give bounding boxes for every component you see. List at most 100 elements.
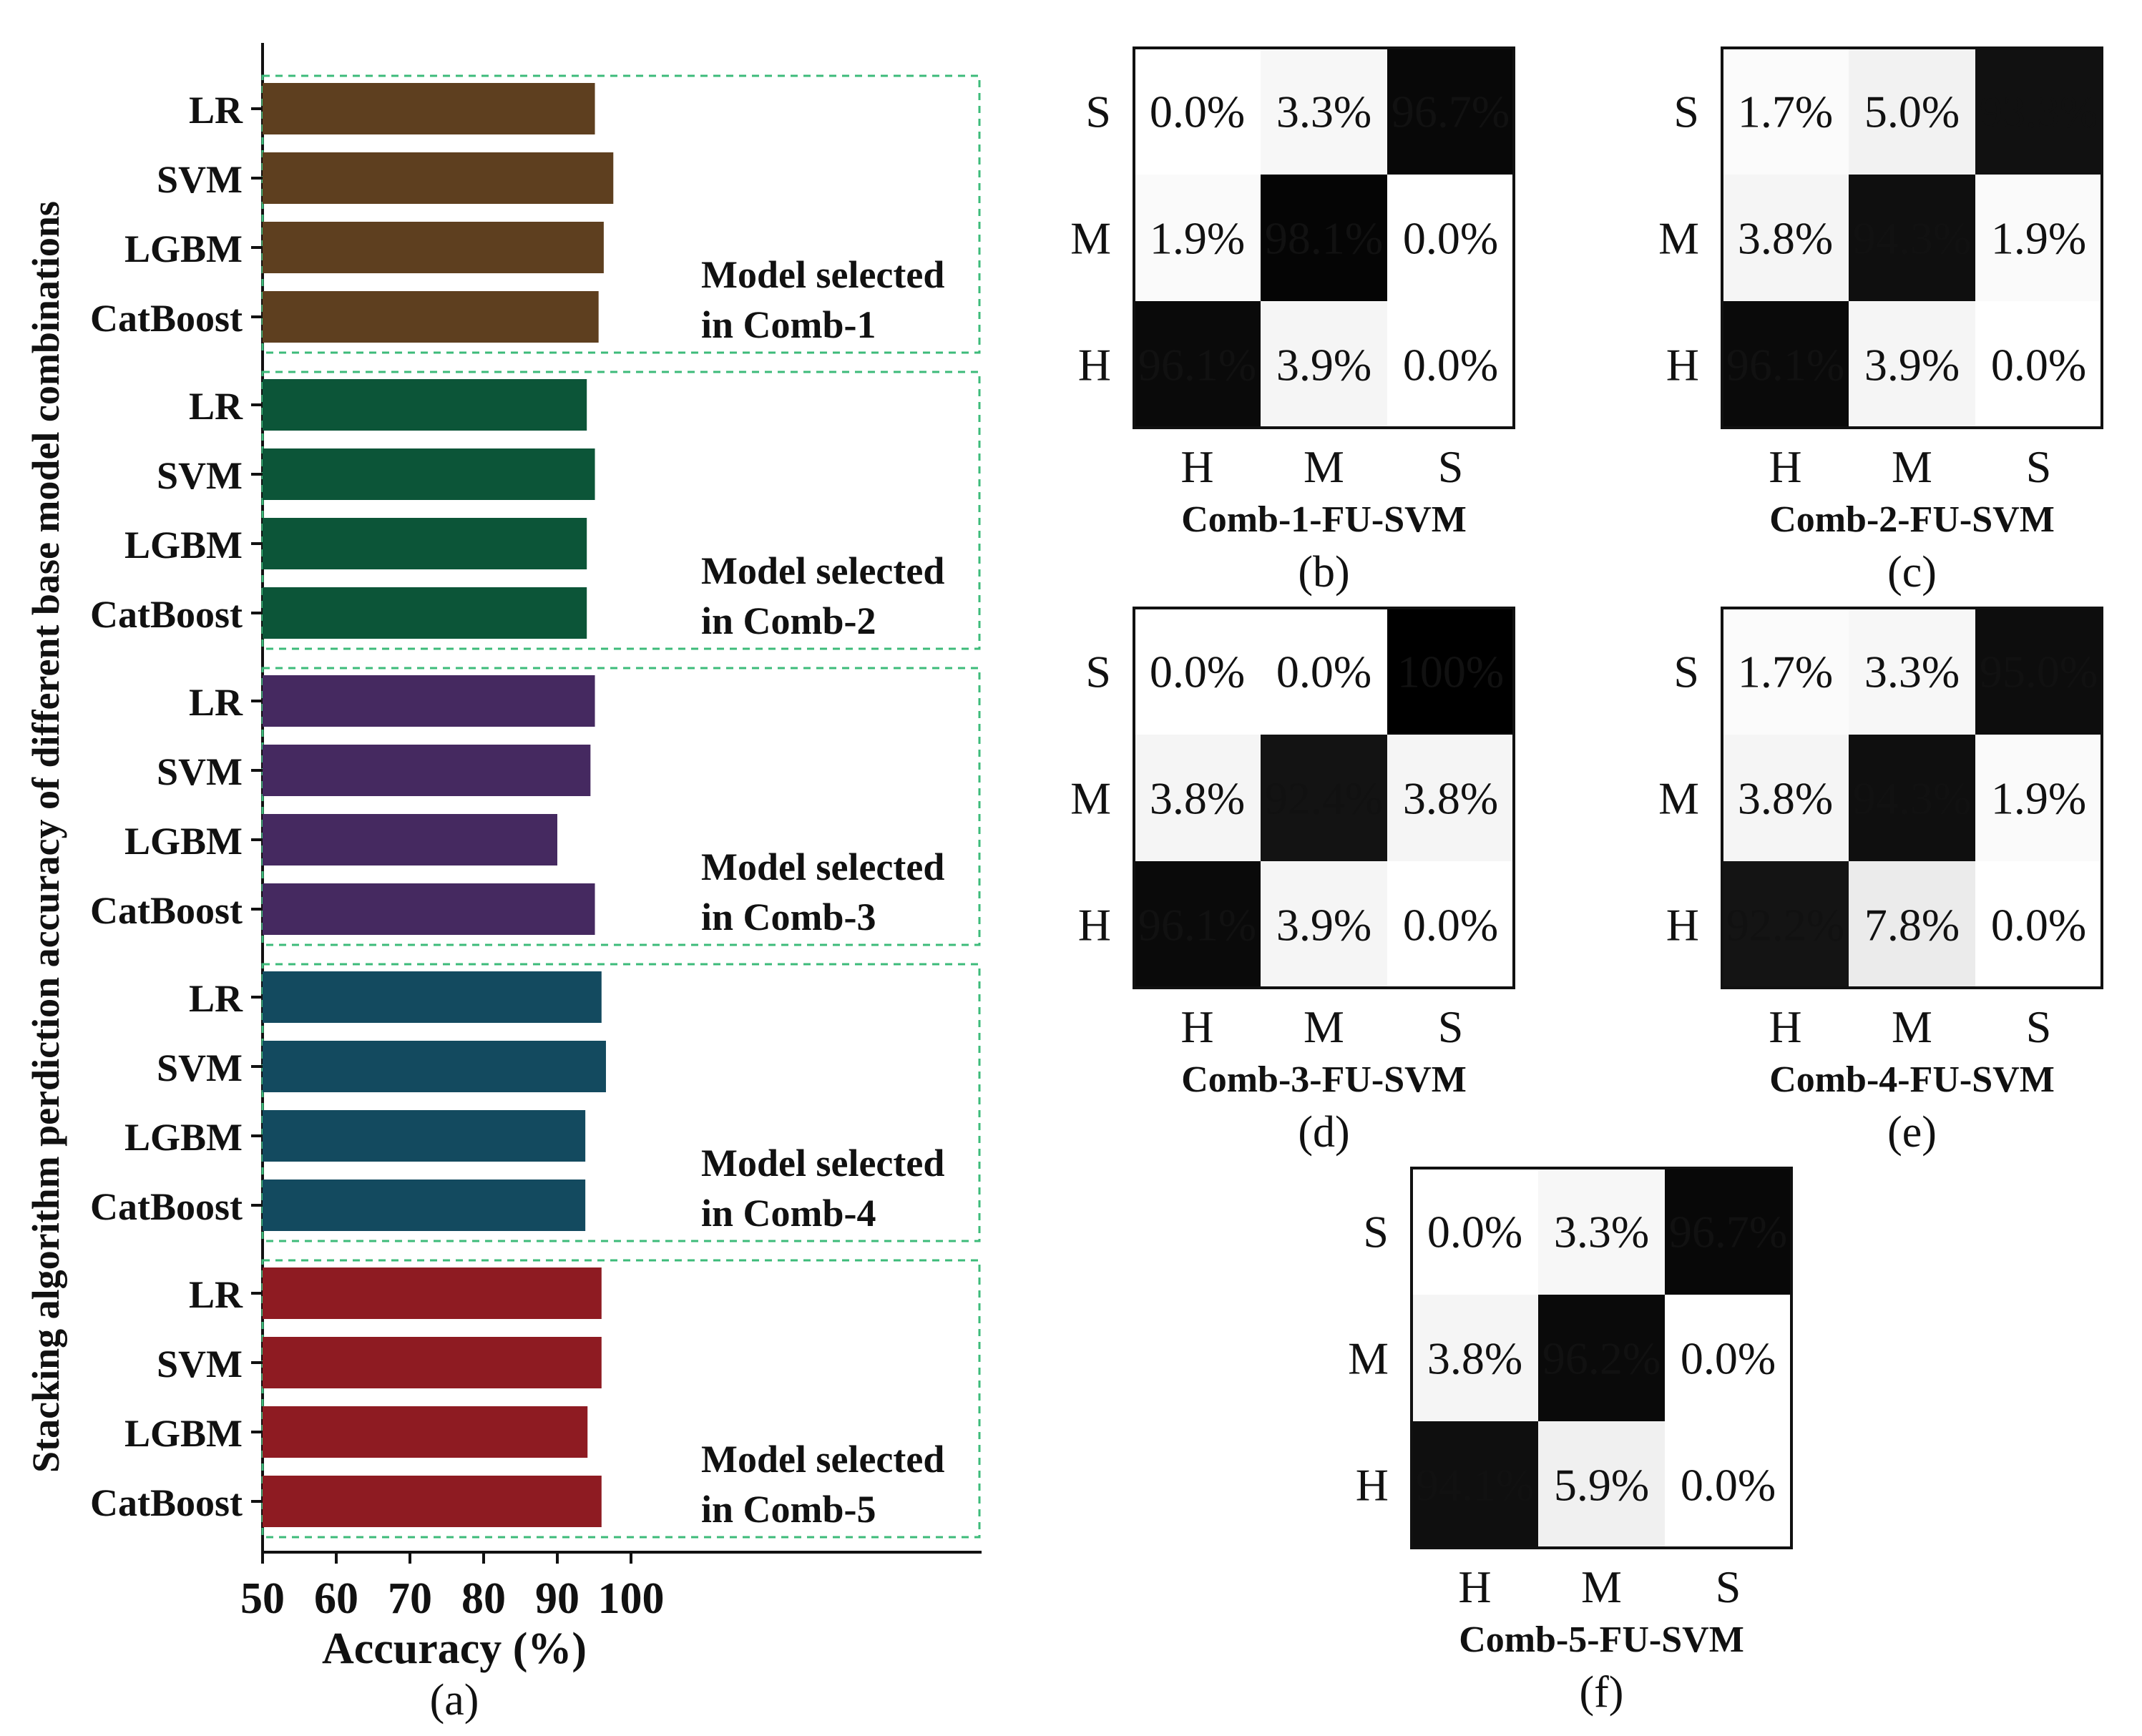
y-tick-label: SVM — [157, 454, 243, 497]
heatmap-title: Comb-1-FU-SVM — [1181, 499, 1467, 540]
heatmap-col-label: H — [1769, 1001, 1801, 1052]
heatmap-cell-label: 3.9% — [1276, 900, 1371, 951]
bar — [263, 814, 557, 865]
heatmap-cell-label: 0.0% — [1403, 900, 1498, 951]
bar — [263, 883, 595, 935]
y-tick-label: LR — [189, 89, 243, 132]
heatmap-cell-label: 0.0% — [1681, 1333, 1776, 1384]
heatmap-cell-label: 0.0% — [1427, 1207, 1522, 1257]
heatmap-cell-label: 0.0% — [1991, 340, 2086, 391]
heatmap-cell — [1261, 301, 1387, 428]
y-tick-label: SVM — [157, 1343, 243, 1386]
heatmap-cell-label: 3.3% — [1554, 1207, 1649, 1257]
group-label: in Comb-1 — [701, 303, 876, 346]
group-box — [261, 1259, 981, 1539]
heatmap-cell — [1849, 175, 1975, 301]
y-tick-label: CatBoost — [90, 889, 243, 932]
heatmap-cell-label: 3.8% — [1427, 1333, 1522, 1384]
heatmap-row-label: H — [1078, 340, 1111, 391]
bar — [263, 745, 591, 796]
y-axis-label: Stacking algorithm perdiction accuracy o… — [24, 201, 67, 1473]
heatmap-cell — [1387, 608, 1514, 735]
heatmap-cell — [1412, 1295, 1538, 1421]
bar — [263, 222, 604, 273]
heatmap-cell-label: 3.9% — [1276, 340, 1371, 391]
heatmap-cell — [1975, 608, 2102, 735]
heatmap-cell — [1849, 301, 1975, 428]
heatmap-col-label: S — [2026, 441, 2052, 492]
heatmap-cell-label: 0.0% — [1403, 213, 1498, 264]
heatmap-cell-label: 3.8% — [1738, 213, 1833, 264]
heatmap-cell-label: 1.9% — [1991, 773, 2086, 824]
heatmap-cell-label: 5.0% — [1864, 87, 1960, 137]
group-label: in Comb-5 — [701, 1488, 876, 1531]
heatmap-cell — [1261, 48, 1387, 175]
heatmap-col-label: S — [1438, 1001, 1464, 1052]
heatmap-title: Comb-5-FU-SVM — [1459, 1619, 1744, 1660]
heatmap-cell — [1387, 301, 1514, 428]
heatmap-cell-label: 1.9% — [1991, 213, 2086, 264]
heatmap-cell-label: 95.0% — [1980, 647, 2098, 697]
heatmap-col-label: M — [1892, 441, 1932, 492]
heatmap-cell-label: 96.1% — [1726, 340, 1844, 391]
heatmap-cell-label: 96.7% — [1669, 1207, 1787, 1257]
heatmap-cell-label: 96.7% — [1392, 87, 1510, 137]
heatmap-frame — [1410, 1167, 1793, 1549]
bar — [263, 518, 587, 569]
heatmap-cell — [1261, 735, 1387, 861]
bar — [263, 83, 595, 134]
y-tick-label: CatBoost — [90, 1481, 243, 1524]
heatmap-frame — [1133, 46, 1515, 429]
heatmap-cell — [1975, 301, 2102, 428]
heatmap-cell-label: 96.2% — [1542, 1333, 1661, 1384]
bar — [263, 1267, 602, 1319]
heatmap-cell-label: 0.0% — [1150, 87, 1245, 137]
heatmap-cell — [1412, 1168, 1538, 1295]
y-tick-label: LGBM — [124, 820, 243, 863]
heatmap-cell — [1261, 175, 1387, 301]
heatmap-cell — [1538, 1168, 1665, 1295]
x-tick-label: 80 — [461, 1574, 506, 1623]
heatmap-frame — [1133, 607, 1515, 989]
heatmap-row-label: H — [1356, 1460, 1389, 1511]
heatmap-row-label: M — [1070, 213, 1111, 264]
heatmap-row-label: S — [1085, 647, 1111, 697]
heatmap-cell — [1849, 861, 1975, 988]
group-box — [261, 667, 981, 946]
heatmap-cell — [1538, 1421, 1665, 1548]
heatmap-col-label: S — [1438, 441, 1464, 492]
heatmap-cell — [1134, 861, 1261, 988]
heatmap-cell — [1665, 1295, 1791, 1421]
y-tick-label: LGBM — [124, 227, 243, 270]
y-tick-label: LR — [189, 977, 243, 1020]
heatmap-cell — [1387, 175, 1514, 301]
heatmap-col-label: H — [1458, 1561, 1491, 1612]
group-box — [261, 74, 981, 354]
heatmap-frame — [1721, 46, 2103, 429]
heatmap-cell — [1849, 48, 1975, 175]
heatmap-cell — [1665, 1168, 1791, 1295]
heatmap-title: Comb-3-FU-SVM — [1181, 1059, 1467, 1100]
heatmap-cell-label: 1.7% — [1738, 647, 1833, 697]
heatmap-row-label: S — [1363, 1207, 1389, 1257]
heatmap-row-label: H — [1078, 900, 1111, 951]
bar — [263, 1180, 586, 1231]
heatmap-cell-label: 0.0% — [1276, 647, 1371, 697]
heatmap-cell — [1261, 861, 1387, 988]
bar — [263, 291, 599, 343]
heatmap-cell-label: 3.9% — [1864, 340, 1960, 391]
heatmap-row-label: H — [1666, 900, 1699, 951]
heatmap-col-label: M — [1304, 441, 1344, 492]
heatmap-cell-label: 1.7% — [1738, 87, 1833, 137]
heatmap-cell — [1412, 1421, 1538, 1548]
heatmap-cell-label: 3.8% — [1403, 773, 1498, 824]
group-box — [261, 371, 981, 650]
heatmap-col-label: M — [1892, 1001, 1932, 1052]
heatmap-cell-label: 3.8% — [1738, 773, 1833, 824]
heatmap-cell — [1975, 175, 2102, 301]
heatmap-row-label: M — [1658, 773, 1699, 824]
bar — [263, 379, 587, 431]
heatmap-cell-label: 100% — [1397, 647, 1504, 697]
heatmap-col-label: M — [1304, 1001, 1344, 1052]
y-tick-label: CatBoost — [90, 1185, 243, 1228]
